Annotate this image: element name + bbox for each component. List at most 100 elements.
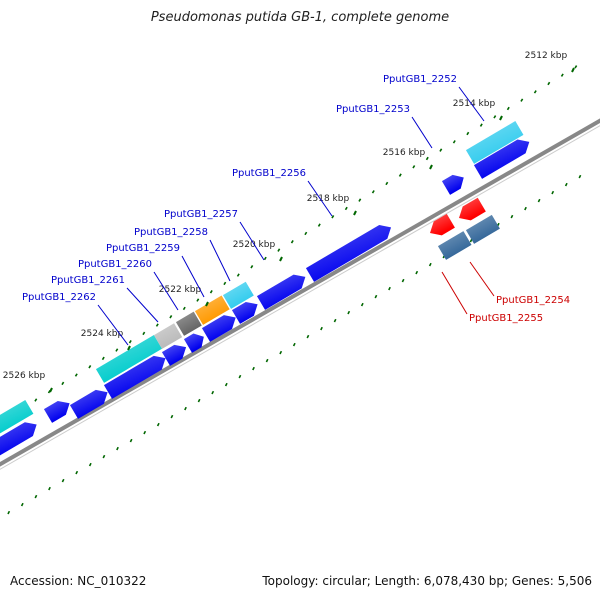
inner-tick-dot [224,382,228,387]
inner-tick-dot [564,182,568,187]
gene-label: PputGB1_2252 [383,74,457,85]
genome-summary-text: Topology: circular; Length: 6,078,430 bp… [262,574,592,588]
feature-2259-shape [194,295,230,325]
major-tick-mark [571,67,575,73]
gene-label: PputGB1_2258 [134,227,208,238]
gene-label: PputGB1_2256 [232,168,306,179]
outer-tick-dot [344,206,348,211]
feature-2260 [175,311,202,336]
gene-leader-line [411,116,433,149]
feature-blue-c [201,315,236,342]
feature-blue-e [161,344,187,366]
outer-tick-dot [182,306,186,311]
outer-tick-dot [385,181,389,186]
inner-tick-dot [252,366,255,371]
feature-small-blue-1 [441,174,464,195]
major-tick-mark [429,164,433,170]
inner-tick-dot [61,478,65,483]
inner-tick-dot [143,430,147,435]
outer-tick-dot [169,315,173,319]
inner-tick-dot [75,470,79,475]
inner-tick-dot [551,190,555,195]
gene-label: PputGB1_2253 [336,104,410,115]
gene-leader-line [209,239,231,282]
accession-text: Accession: NC_010322 [10,574,147,588]
inner-tick-dot [184,406,187,411]
feature-2262 [95,335,163,383]
feature-2254 [430,213,455,236]
outer-tick-dot [101,356,105,361]
gene-leader-line [126,287,159,323]
gene-label: PputGB1_2260 [78,259,152,270]
gene-label: PputGB1_2255 [469,313,543,324]
feature-blue-e-shape [161,344,187,366]
outer-tick-dot [439,148,443,152]
map-title: Pseudomonas putida GB-1, complete genome [150,10,450,25]
tick-label: 2516 kbp [383,148,426,158]
gene-label: PputGB1_2262 [22,292,96,303]
feature-left-cyan [0,399,34,434]
gene-leader-line [181,255,205,298]
outer-tick-dot [155,323,159,327]
major-tick-mark [49,387,53,393]
outer-tick-dot [304,231,308,236]
feature-2253-shape [473,139,530,179]
gene-label: PputGB1_2257 [164,209,238,220]
outer-tick-dot [520,98,524,102]
outer-tick-dot [358,198,362,202]
inner-tick-dot [265,358,269,363]
feature-small-blue-1-shape [441,174,464,195]
inner-tick-dot [374,294,378,299]
inner-tick-dot [170,414,174,419]
outer-tick-dot [74,373,78,377]
inner-tick-dot [510,214,514,219]
tick-label: 2514 kbp [453,99,496,109]
feature-2255-a-shape [465,214,500,244]
gene-labels: PputGB1_2252 PputGB1_2253 PputGB1_2256 Pput… [22,74,570,346]
feature-left-cyan-shape [0,399,34,434]
feature-blue-h [43,400,70,423]
feature-2255-shape [437,231,472,260]
feature-blue-i [0,422,37,456]
gene-label: PputGB1_2261 [51,275,125,286]
inner-tick-dot [88,462,92,467]
outer-tick-dot [574,65,578,69]
inner-tick-dot [238,374,242,379]
feature-2255-a [465,214,500,244]
inner-tick-dot [333,318,337,323]
feature-2260-shape [175,311,202,336]
feature-2258-shape [222,281,254,309]
gene-label: PputGB1_2254 [496,295,570,306]
feature-blue-h-shape [43,400,70,423]
outer-tick-dot [223,281,227,286]
inner-tick-dot [578,174,582,179]
inner-tick-dot [292,342,296,347]
gene-leader-line [153,271,179,311]
outer-tick-dot [263,256,267,261]
outer-tick-dot [196,298,200,302]
outer-tick-dot [61,381,65,386]
gene-leader-line [97,304,129,346]
gene-label: PputGB1_2259 [106,243,180,254]
tick-label: 2526 kbp [3,371,46,381]
outer-tick-dot [493,115,497,119]
inner-tick-dot [428,262,432,267]
feature-2252 [465,121,524,164]
tick-label: 2522 kbp [159,285,202,295]
feature-2255 [437,231,472,260]
gene-leader-line [307,180,333,217]
outer-tick-dot [412,165,416,169]
inner-tick-dot [537,198,541,203]
feature-blue-d-shape [183,333,204,353]
outer-tick-dot [88,365,92,369]
outer-tick-dot [466,131,470,136]
gene-leader-line [469,261,495,297]
inner-tick-dot [524,206,527,211]
inner-tick-dot [7,510,11,515]
inner-tick-dot [401,278,405,283]
tick-label: 2524 kbp [81,329,124,339]
feature-2254-a-shape [459,197,486,221]
inner-tick-dot [102,454,106,459]
